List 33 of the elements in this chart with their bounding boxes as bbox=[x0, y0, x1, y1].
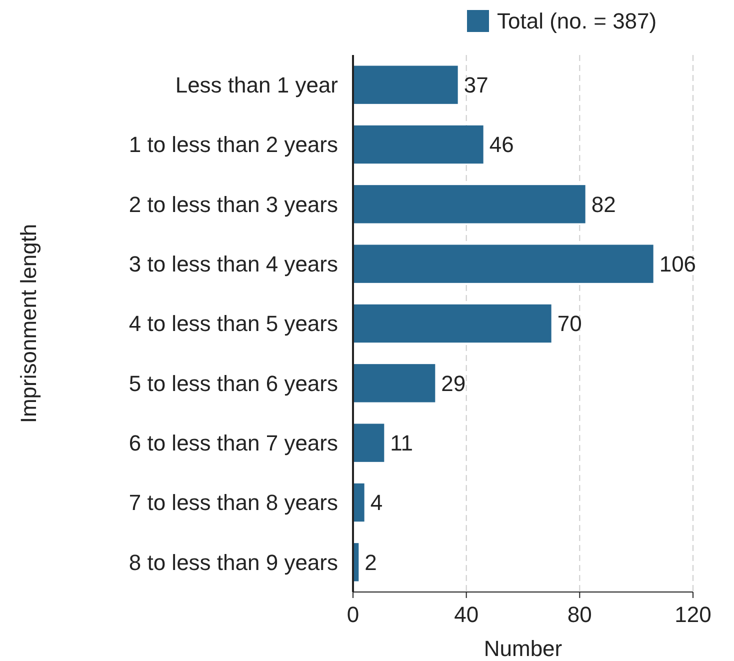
x-tick-label: 120 bbox=[674, 602, 712, 627]
data-label: 37 bbox=[464, 72, 488, 98]
data-label: 46 bbox=[489, 132, 514, 158]
bar bbox=[353, 185, 586, 224]
bar bbox=[353, 304, 552, 343]
x-axis-title: Number bbox=[484, 636, 562, 661]
data-label: 11 bbox=[390, 430, 414, 456]
x-tick-label: 40 bbox=[454, 602, 479, 627]
y-tick-label: 1 to less than 2 years bbox=[128, 132, 338, 158]
y-axis-title: Imprisonment length bbox=[16, 224, 41, 424]
y-tick-label: 2 to less than 3 years bbox=[128, 192, 338, 217]
bar bbox=[353, 364, 436, 402]
data-label: 106 bbox=[659, 252, 696, 277]
y-tick-label: 3 to less than 4 years bbox=[128, 252, 338, 277]
y-tick-label: 8 to less than 9 years bbox=[128, 550, 338, 575]
x-tick-label: 80 bbox=[567, 602, 592, 627]
x-tick-label: 0 bbox=[346, 602, 360, 627]
bar bbox=[353, 483, 364, 522]
data-label: 2 bbox=[364, 550, 377, 575]
data-label: 29 bbox=[441, 370, 466, 396]
data-label: 70 bbox=[557, 311, 582, 336]
y-tick-label: 6 to less than 7 years bbox=[128, 430, 338, 456]
data-label: 4 bbox=[370, 490, 383, 516]
data-label: 82 bbox=[591, 192, 616, 217]
bar bbox=[353, 66, 458, 104]
bar bbox=[353, 125, 484, 164]
bar bbox=[353, 244, 654, 283]
bar bbox=[353, 424, 384, 462]
y-tick-label: 4 to less than 5 years bbox=[128, 311, 338, 336]
y-tick-label: 5 to less than 6 years bbox=[128, 370, 338, 396]
y-tick-label: Less than 1 year bbox=[175, 72, 338, 98]
y-tick-label: 7 to less than 8 years bbox=[128, 490, 338, 516]
legend-label: Total (no. = 387) bbox=[497, 8, 657, 34]
